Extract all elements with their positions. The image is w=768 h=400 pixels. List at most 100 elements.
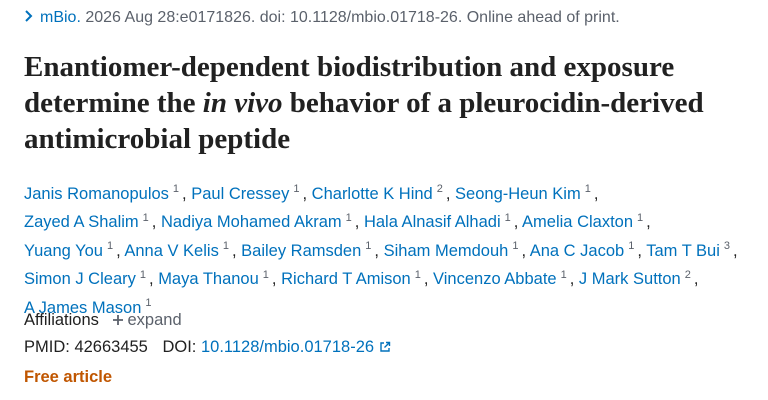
plus-icon <box>112 315 123 325</box>
affiliation-number: 3 <box>723 240 731 252</box>
separator: , <box>302 184 308 203</box>
separator: , <box>374 241 379 260</box>
doi-text: 10.1128/mbio.01718-26 <box>200 338 375 356</box>
affiliations: Affiliations expand <box>24 311 182 330</box>
separator: , <box>231 241 237 260</box>
author: Bailey Ramsden 1, <box>241 240 379 260</box>
citation: mBio. 2026 Aug 28:e0171826. doi: 10.1128… <box>24 9 620 27</box>
separator: , <box>693 270 699 288</box>
author-link[interactable]: Maya Thanou <box>158 270 259 288</box>
author-link[interactable]: Nadiya Mohamed Akram <box>160 213 342 231</box>
author: Maya Thanou 1, <box>158 268 277 289</box>
author-link[interactable]: Charlotte K Hind <box>311 184 433 203</box>
affiliation-number: 1 <box>560 268 567 281</box>
affiliation-number: 1 <box>512 240 519 252</box>
separator: , <box>151 213 157 231</box>
external-icon <box>379 341 390 352</box>
author-link[interactable]: Richard T Amison <box>281 270 411 288</box>
separator: , <box>637 241 642 260</box>
author-link[interactable]: Seong-Heun Kim <box>455 184 581 203</box>
author-link[interactable]: Simon J Cleary <box>24 270 136 288</box>
title-text: Enantiomer-dependent biodistribution and… <box>24 51 675 119</box>
author: A James Mason 1 <box>24 297 155 317</box>
pmid: 42663455 <box>74 338 148 356</box>
author-link[interactable]: Paul Cressey <box>191 184 290 203</box>
affiliation-number: 1 <box>628 240 635 252</box>
affiliation-number: 1 <box>142 211 149 224</box>
affiliation-number: 1 <box>139 268 146 281</box>
author-link[interactable]: Yuang You <box>24 241 103 260</box>
author: Tam T Bui 3, <box>646 240 738 260</box>
separator: , <box>423 270 429 288</box>
affiliation-number: 1 <box>637 211 644 224</box>
author-link[interactable]: Vincenzo Abbate <box>433 270 557 288</box>
affiliation-number: 1 <box>414 268 421 281</box>
author-link[interactable]: Bailey Ramsden <box>241 241 362 260</box>
separator: , <box>116 241 121 260</box>
title-text: behavior of a pleurocidin-derived antimi… <box>24 87 704 155</box>
affiliation-number: 1 <box>584 183 591 195</box>
author-link[interactable]: Tam T Bui <box>646 241 720 260</box>
identifiers: PMID: 42663455 DOI: 10.1128/mbio.01718-2… <box>24 338 391 357</box>
author: Zayed A Shalim 1, <box>24 211 157 232</box>
author: J Mark Sutton 2, <box>578 268 699 289</box>
author: Simon J Cleary 1, <box>24 268 154 289</box>
author-list: Janis Romanopulos 1, Paul Cressey 1, Charl… <box>24 177 754 320</box>
author-link[interactable]: Amelia Claxton <box>522 213 634 231</box>
affiliation-number: 1 <box>345 211 352 224</box>
expand-button[interactable]: expand <box>112 311 182 329</box>
author: Yuang You 1, <box>24 240 121 260</box>
author: Vincenzo Abbate 1, <box>433 268 575 289</box>
affiliation-number: 1 <box>172 183 180 195</box>
separator: , <box>646 213 651 231</box>
chevron-icon <box>25 10 33 22</box>
pmid-label: PMID: <box>24 338 70 356</box>
author: Richard T Amison 1, <box>281 268 429 289</box>
separator: , <box>521 241 527 260</box>
citation-details: 2026 Aug 28:e0171826. doi: 10.1128/mbio.… <box>85 9 620 26</box>
article-title: Enantiomer-dependent biodistribution and… <box>24 49 754 157</box>
affiliation-number: 2 <box>684 268 691 281</box>
separator: , <box>569 270 575 288</box>
separator: , <box>733 241 738 260</box>
separator: , <box>149 270 154 288</box>
expand-text: expand <box>127 311 182 329</box>
author-link[interactable]: Ana C Jacob <box>529 241 625 260</box>
author-link[interactable]: Anna V Kelis <box>124 241 219 260</box>
affiliation-number: 2 <box>436 183 443 195</box>
author: Ana C Jacob 1, <box>529 240 642 260</box>
separator: , <box>593 184 599 203</box>
free-article[interactable]: Free article <box>24 368 113 386</box>
affiliation-number: 1 <box>293 183 300 195</box>
separator: , <box>182 184 187 203</box>
author: Janis Romanopulos 1, <box>24 183 187 203</box>
author-link[interactable]: Zayed A Shalim <box>24 213 139 231</box>
journal-link[interactable]: mBio. <box>40 9 81 26</box>
author-link[interactable]: A James Mason <box>24 298 142 317</box>
author: Amelia Claxton 1, <box>522 211 651 232</box>
author-link[interactable]: Hala Alnasif Alhadi <box>363 213 501 231</box>
author: Charlotte K Hind 2, <box>311 183 451 203</box>
author-link[interactable]: Janis Romanopulos <box>24 184 169 203</box>
affiliation-number: 1 <box>145 297 152 309</box>
affiliations-label: Affiliations <box>24 311 99 329</box>
author: Seong-Heun Kim 1, <box>455 183 599 203</box>
author: Anna V Kelis 1, <box>124 240 237 260</box>
separator: , <box>271 270 277 288</box>
doi-label: DOI: <box>162 338 197 356</box>
affiliation-number: 1 <box>222 240 229 252</box>
author: Siham Memdouh 1, <box>383 240 527 260</box>
affiliation-number: 1 <box>262 268 269 281</box>
doi-link[interactable]: 10.1128/mbio.01718-26 <box>201 338 391 356</box>
author-link[interactable]: Siham Memdouh <box>383 241 509 260</box>
author-link[interactable]: J Mark Sutton <box>578 270 681 288</box>
author: Nadiya Mohamed Akram 1, <box>160 211 360 232</box>
affiliation-number: 1 <box>106 240 114 252</box>
affiliation-number: 1 <box>365 240 372 252</box>
separator: , <box>354 213 360 231</box>
title-italic: in vivo <box>202 87 283 119</box>
author: Paul Cressey 1, <box>191 183 308 203</box>
author: Hala Alnasif Alhadi 1, <box>363 212 518 232</box>
